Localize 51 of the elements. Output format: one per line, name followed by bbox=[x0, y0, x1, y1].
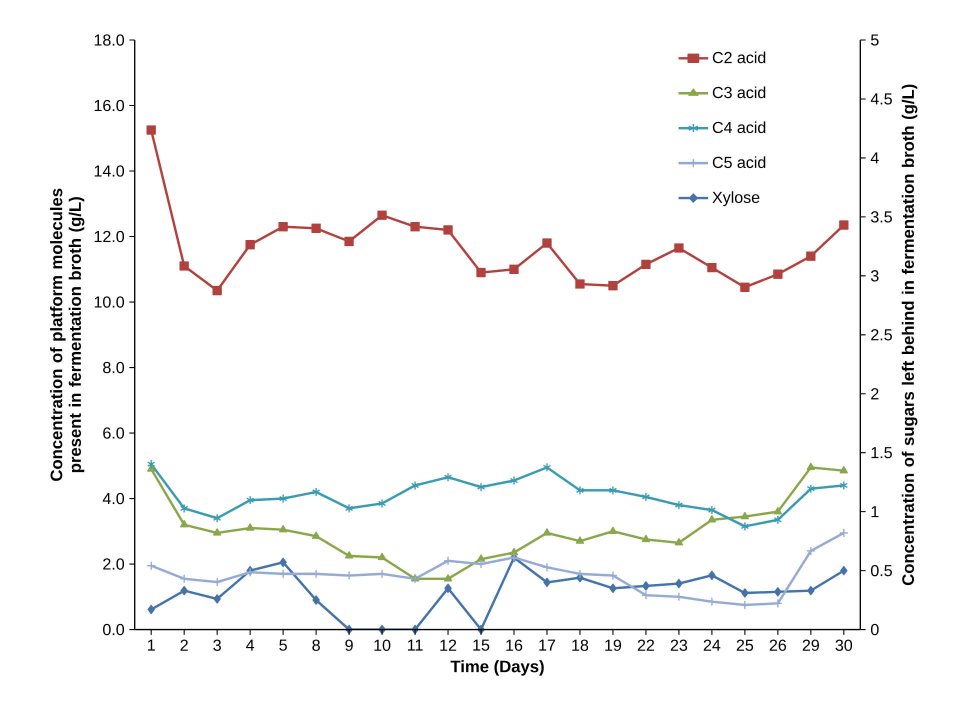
legend-label: C4 acid bbox=[712, 121, 766, 134]
x-tick-label: 18 bbox=[572, 639, 588, 651]
y2-tick-label: 0.5 bbox=[870, 564, 892, 576]
y-tick-label: 16.0 bbox=[94, 100, 124, 112]
y-tick-label: 4.0 bbox=[102, 492, 124, 504]
x-tick-label: 15 bbox=[473, 639, 490, 651]
x-tick-label: 2 bbox=[180, 639, 188, 651]
y2-tick-label: 3 bbox=[870, 270, 879, 282]
legend-label: C3 acid bbox=[712, 86, 766, 98]
legend-label: C5 acid bbox=[712, 156, 766, 168]
x-tick-label: 10 bbox=[374, 639, 390, 651]
y-tick-label: 0.0 bbox=[103, 624, 124, 636]
y-tick-label: 10.0 bbox=[94, 296, 124, 308]
x-tick-label: 9 bbox=[345, 639, 353, 651]
y-tick-label: 6.0 bbox=[103, 427, 124, 439]
x-tick-label: 19 bbox=[605, 639, 622, 651]
y2-axis-title: Concentration of sugars left behind in fermentation broth (g/L) bbox=[902, 84, 918, 585]
x-tick-label: 23 bbox=[670, 639, 688, 651]
x-tick-label: 8 bbox=[312, 639, 320, 651]
x-tick-label: 1 bbox=[148, 639, 155, 650]
y-tick-label: 8.0 bbox=[103, 362, 124, 374]
legend-label: C2 acid bbox=[712, 51, 766, 64]
x-tick-label: 24 bbox=[704, 639, 720, 651]
x-tick-label: 12 bbox=[440, 639, 456, 651]
y2-tick-label: 2 bbox=[871, 388, 878, 400]
y2-tick-label: 1.5 bbox=[872, 446, 892, 458]
y2-tick-label: 5 bbox=[871, 34, 879, 46]
legend-label: Xylose bbox=[712, 191, 760, 206]
y2-tick-label: 2.5 bbox=[871, 329, 892, 340]
y2-tick-label: 0 bbox=[870, 624, 879, 636]
x-tick-label: 26 bbox=[770, 639, 786, 651]
y2-tick-label: 4 bbox=[870, 152, 879, 164]
y-tick-label: 14.0 bbox=[94, 165, 124, 177]
y-tick-label: 18.0 bbox=[94, 34, 124, 46]
y2-tick-label: 1 bbox=[872, 506, 878, 518]
x-tick-label: 16 bbox=[506, 639, 522, 651]
y2-tick-label: 3.5 bbox=[870, 211, 892, 222]
x-tick-label: 3 bbox=[213, 639, 221, 651]
x-tick-label: 4 bbox=[246, 639, 254, 650]
x-tick-label: 11 bbox=[408, 639, 423, 650]
x-tick-label: 22 bbox=[638, 639, 654, 651]
y-tick-label: 2.0 bbox=[103, 558, 124, 570]
x-axis-title: Time (Days) bbox=[450, 660, 544, 676]
x-tick-label: 5 bbox=[279, 639, 287, 651]
x-tick-label: 30 bbox=[836, 639, 852, 651]
x-tick-label: 17 bbox=[539, 639, 556, 650]
x-tick-label: 25 bbox=[736, 639, 754, 651]
x-tick-label: 29 bbox=[802, 639, 819, 651]
y-axis-title: Concentration of platform molecules present in fermentation broth (g/L) bbox=[50, 188, 84, 481]
y2-tick-label: 4.5 bbox=[870, 93, 892, 104]
y-tick-label: 12.0 bbox=[94, 230, 124, 242]
